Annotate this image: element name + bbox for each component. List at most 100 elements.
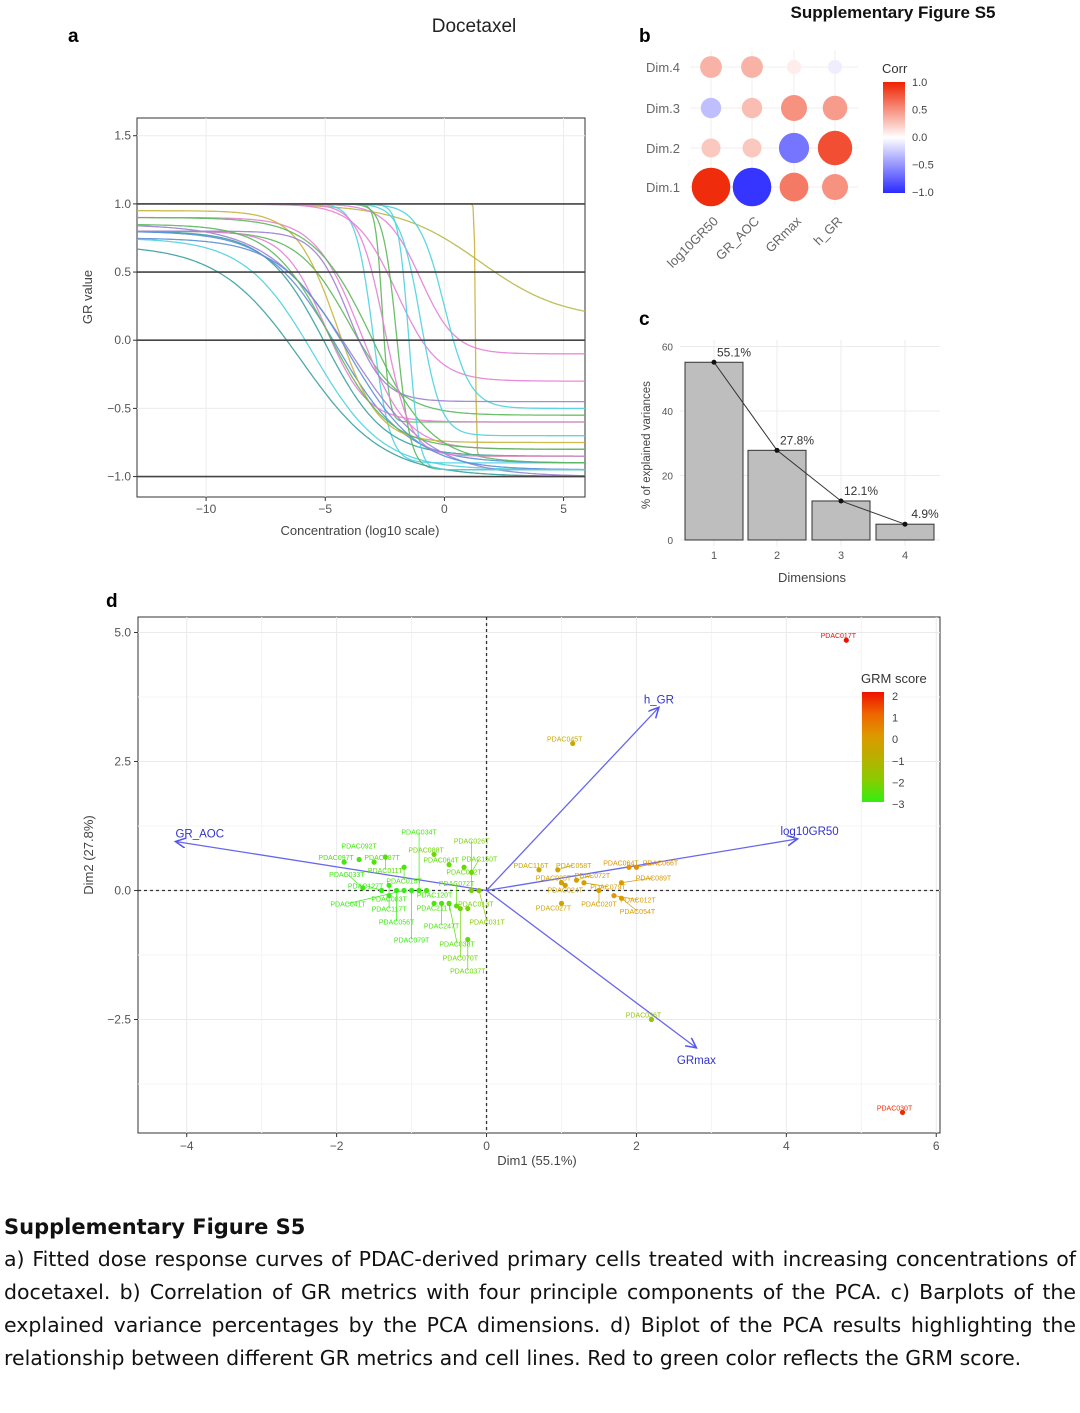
pca-point (611, 893, 617, 899)
y-tick-label: 0.0 (114, 333, 131, 347)
point-label: PDAC036T (626, 1012, 662, 1019)
point-label: PDAC011T (368, 868, 404, 875)
y-tick-label: 20 (662, 471, 674, 482)
x-tick-label: 0 (483, 1139, 490, 1153)
corr-legend-tick: −1.0 (912, 187, 934, 199)
pca-point (558, 900, 565, 906)
variance-point (711, 359, 717, 365)
pca-point (408, 887, 415, 894)
row-label: Dim.3 (646, 101, 680, 116)
pca-point (431, 900, 437, 906)
grm-legend-tick: 0 (892, 734, 898, 746)
x-tick-label: 4 (783, 1139, 790, 1153)
point-label: PDAC013T (458, 902, 494, 909)
pca-point (465, 936, 471, 943)
corr-legend-tick: −0.5 (912, 160, 934, 172)
point-label: PDAC092T (341, 844, 377, 851)
label-leader-line (471, 858, 480, 873)
pca-point (555, 867, 561, 873)
pca-point (562, 882, 568, 888)
point-label: PDAC097T (318, 855, 354, 862)
correlation-dot (700, 56, 722, 78)
panel-letter-b: b (639, 26, 651, 47)
label-leader-line (576, 874, 593, 881)
figure-canvas: Supplementary Figure S5 a b c d −10 −5 0 51… (68, 3, 996, 1168)
point-label: PDAC030T (877, 1105, 913, 1112)
grm-legend-tick: −1 (892, 756, 905, 768)
label-leader-line (583, 882, 609, 888)
loading-label: GRmax (677, 1055, 716, 1067)
panel-a-xlabel: Concentration (log10 scale) (281, 523, 440, 538)
panel-a-dose-response-chart: −10 −5 0 5 1.5 1.0 0.5 0.0 −0.5 −1.0 Docetaxel Conc… (80, 16, 586, 538)
point-label: PDAC127T (348, 883, 384, 890)
point-label: PDAC064T (603, 860, 639, 867)
point-label: PDAC033T (329, 872, 365, 879)
panel-c-xlabel: Dimensions (778, 570, 846, 585)
pca-point (378, 887, 385, 894)
dose-response-curve (137, 238, 585, 471)
pca-point (633, 864, 640, 870)
loading-label: log10GR50 (780, 826, 838, 838)
y-tick-label: 40 (662, 407, 674, 418)
correlation-dot (741, 97, 763, 119)
point-label: PDAC058T (556, 863, 592, 870)
dose-response-curve (137, 237, 585, 471)
corr-colorbar (883, 82, 905, 193)
pca-point (416, 887, 422, 894)
pca-point (438, 900, 445, 906)
corr-legend-tick: 1.0 (912, 77, 927, 89)
bar-data-label: 27.8% (780, 433, 814, 447)
x-tick-label: 2 (633, 1139, 640, 1153)
label-leader-line (621, 897, 638, 912)
loading-arrow (175, 841, 487, 892)
label-leader-line (478, 890, 488, 922)
pca-point (570, 740, 576, 747)
correlation-dot (741, 56, 763, 78)
row-label: Dim.1 (646, 180, 680, 195)
point-label: PDAC026T (454, 838, 490, 845)
correlation-dot (732, 167, 772, 207)
plot-area (136, 117, 586, 498)
panel-a-title: Docetaxel (432, 16, 517, 37)
point-label: PDAC083T (371, 896, 407, 903)
corr-legend-tick: 0.5 (912, 105, 927, 117)
pca-point (386, 893, 392, 899)
correlation-dot (827, 59, 843, 75)
dose-response-curve (137, 224, 585, 450)
pca-point (468, 887, 475, 894)
label-leader-line (348, 890, 405, 904)
bar-data-label: 12.1% (844, 484, 878, 498)
point-label: PDAC070T (443, 956, 479, 963)
y-tick-label: 1.5 (114, 129, 131, 143)
x-tick-label: 2 (774, 550, 780, 562)
variance-point (774, 447, 780, 453)
label-leader-line (557, 864, 574, 871)
correlation-dot (822, 95, 848, 121)
point-label: PDAC072T (439, 881, 475, 888)
pca-point (386, 882, 392, 888)
x-tick-label: 5 (560, 502, 567, 516)
point-label: PDAC027T (536, 905, 572, 912)
point-label: PDAC031T (469, 919, 505, 926)
correlation-dot (778, 132, 810, 164)
panel-b-legend-title: Corr (882, 61, 908, 76)
y-tick-label: −2.5 (107, 1012, 131, 1026)
correlation-dot (742, 138, 762, 158)
pca-point (401, 887, 407, 894)
pca-point (446, 862, 452, 868)
pca-point (457, 905, 463, 912)
point-label: PDAC056T (379, 919, 415, 926)
column-label: GRmax (762, 213, 804, 255)
point-label: PDAC117T (372, 907, 408, 914)
loading-label: h_GR (644, 694, 674, 706)
y-tick-label: 0.0 (114, 883, 131, 897)
point-label: PDAC054T (620, 909, 656, 916)
point-label: PDAC025T (536, 876, 572, 883)
correlation-dot (817, 130, 853, 166)
point-label: PDAC041T (330, 901, 366, 908)
point-label: PDAC072T (575, 873, 611, 880)
pca-point (618, 895, 625, 901)
pca-point (431, 851, 437, 857)
pca-point (558, 880, 565, 886)
point-label: PDAC089T (636, 876, 672, 883)
